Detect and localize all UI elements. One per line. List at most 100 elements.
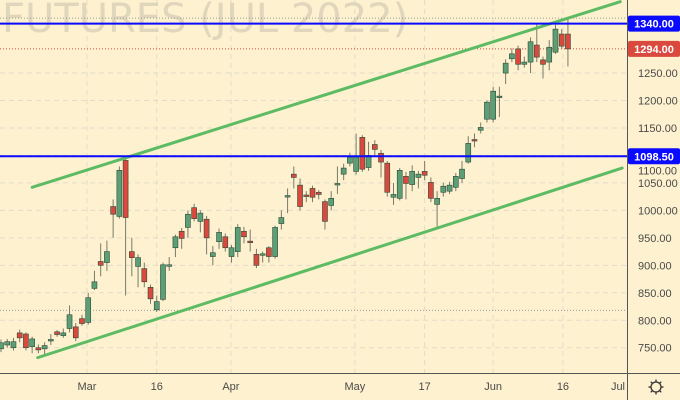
candle-down [315,191,322,195]
y-tick-label: 1100.00 [638,165,677,177]
candle-up [446,184,453,192]
candle-up [228,247,235,257]
candle-down [253,254,260,266]
candle-down [291,173,297,178]
candle-down [428,182,434,199]
candle-down [129,251,135,258]
y-tick-label: 1050.00 [638,178,678,190]
candle-up [552,28,559,53]
y-tick-label: 900.00 [638,260,672,272]
candle-down [97,261,104,266]
candle-down [378,152,384,163]
candle-up [434,198,440,205]
candle-up [477,127,484,131]
level-price-label: 1340.00 [634,19,674,31]
candle-up [153,301,160,311]
candle-down [403,176,409,184]
y-tick-label: 1150.00 [638,123,677,135]
candle-down [247,240,253,243]
x-tick-label: 16 [557,381,569,393]
y-tick-label: 850.00 [638,288,672,300]
candle-up [334,183,341,186]
candle-down [203,218,210,239]
candle-up [116,169,123,217]
candle-down [565,33,571,50]
candle-down [122,160,129,218]
candle-up [328,198,334,206]
candle-down [222,236,229,249]
candle-up [10,341,17,349]
candle-up [490,90,496,120]
trendline [36,166,624,360]
candle-up [4,341,11,346]
candle-down [241,230,247,238]
x-tick-label: Apr [222,381,239,393]
candle-down [266,247,272,257]
candle-up [527,41,534,63]
candle-up [272,227,278,257]
candle-up [60,332,67,336]
candle-down [384,162,391,193]
candle-up [135,257,141,267]
level-price-badge [628,148,680,165]
candle-up [465,143,472,163]
candle-down [35,347,42,351]
candle-up [509,53,515,60]
candle-up [396,169,403,199]
candle-down [297,184,303,207]
y-tick-label: 750.00 [638,343,672,355]
x-tick-label: 17 [419,381,431,393]
candle-up [234,227,241,252]
candle-up [496,95,503,98]
candle-up [409,171,415,185]
x-tick-label: Jul [611,381,625,393]
candle-up [0,342,4,350]
candle-up [278,217,285,224]
candle-up [41,345,48,350]
candle-up [546,46,553,63]
candle-up [91,281,98,289]
candle-up [353,156,359,172]
candle-down [309,188,316,198]
y-tick-label: 1000.00 [638,205,678,217]
candle-down [178,230,185,239]
x-tick-label: May [344,381,365,393]
candle-up [104,251,110,263]
candle-down [558,33,565,47]
candle-up [197,212,204,222]
candle-down [147,287,154,300]
candle-up [452,176,459,188]
candle-down [23,333,29,349]
candle-up [390,194,397,198]
candle-up [66,314,73,329]
candle-down [16,332,23,339]
x-tick-label: Jun [484,381,502,393]
level-price-label: 1098.50 [634,151,674,163]
candle-down [79,318,85,324]
y-tick-label: 950.00 [638,233,672,245]
candle-down [421,171,428,176]
candle-up [502,62,509,74]
candle-up [185,213,191,228]
time-axis [0,373,680,400]
candle-down [54,331,60,335]
candle-up [521,61,528,65]
candle-up [459,168,465,179]
candle-down [303,194,310,197]
x-tick-label: 16 [151,381,163,393]
candle-up [210,252,216,257]
candle-up [160,264,166,300]
candle-up [166,264,173,267]
y-tick-label: 1200.00 [638,96,678,108]
price-axis [627,0,680,400]
candle-down [515,48,521,65]
last-price-label: 1294.00 [634,44,674,56]
candle-up [347,156,353,164]
gear-icon[interactable] [648,379,664,395]
candle-up [484,101,490,120]
candle-down [322,201,328,222]
x-tick-label: Mar [77,381,96,393]
candle-down [359,137,366,170]
